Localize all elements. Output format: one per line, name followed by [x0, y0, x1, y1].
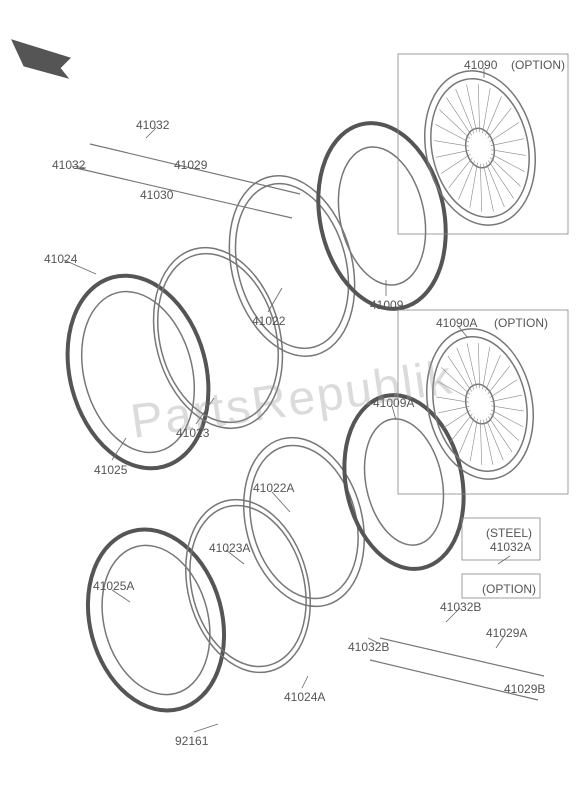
orientation-arrow — [12, 40, 70, 78]
diagram-canvas: 41032 41032 41029 41030 41024 41025 41023 41022… — [0, 0, 584, 800]
label-41024A: 41024A — [284, 690, 325, 704]
part-wheel1b — [418, 70, 541, 227]
label-41029: 41029 — [174, 158, 207, 172]
label-41023: 41023 — [176, 426, 209, 440]
label-41022: 41022 — [252, 314, 285, 328]
label-41090: 41090 — [464, 58, 497, 72]
label-41025: 41025 — [94, 463, 127, 477]
part-spoke4 — [380, 638, 544, 676]
label-option2: (OPTION) — [494, 316, 548, 330]
label-41025A: 41025A — [93, 579, 134, 593]
part-tire1in — [326, 139, 437, 293]
label-option3: (OPTION) — [482, 582, 536, 596]
label-41009A: 41009A — [373, 396, 414, 410]
label-option1: (OPTION) — [511, 58, 565, 72]
leader — [272, 492, 290, 512]
label-41030: 41030 — [140, 188, 173, 202]
part-band1b — [140, 240, 297, 436]
label-41023A: 41023A — [209, 541, 250, 555]
label-41009: 41009 — [370, 298, 403, 312]
leader — [194, 724, 218, 732]
part-wheel2b — [421, 328, 539, 480]
label-41032: 41032 — [136, 118, 169, 132]
part-tire2 — [329, 384, 479, 580]
label-41022A: 41022A — [253, 481, 294, 495]
part-band2b — [173, 492, 324, 679]
diagram-svg — [0, 0, 584, 800]
part-tire2in — [354, 411, 455, 552]
label-41032b: 41032 — [52, 158, 85, 172]
label-41029B: 41029B — [504, 682, 545, 696]
leader — [302, 676, 308, 688]
part-tire1 — [302, 111, 462, 321]
part-tube1 — [210, 162, 374, 371]
part-rim2in — [86, 533, 226, 707]
label-steel: (STEEL) — [486, 526, 532, 540]
label-41090A: 41090A — [436, 316, 477, 330]
label-41024: 41024 — [44, 252, 77, 266]
label-41032C: 41032B — [440, 600, 481, 614]
label-41032A: 41032A — [490, 540, 531, 554]
part-tube2 — [226, 424, 383, 620]
label-41032B: 41032B — [348, 640, 389, 654]
part-spoke1 — [76, 168, 292, 218]
label-92161: 92161 — [175, 734, 208, 748]
label-41029A: 41029A — [486, 626, 527, 640]
